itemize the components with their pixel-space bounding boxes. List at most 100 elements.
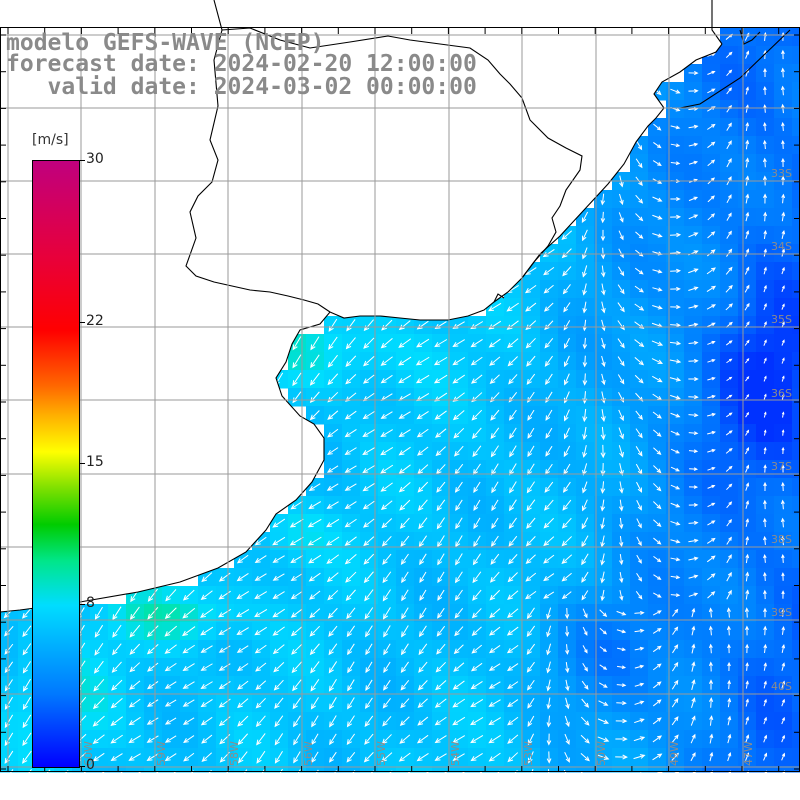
wind-arrow <box>470 735 484 744</box>
wind-arrow <box>436 517 445 530</box>
wind-arrow <box>380 411 393 419</box>
wind-arrow <box>362 447 376 456</box>
wind-arrow <box>418 625 427 638</box>
wind-arrow <box>727 697 732 708</box>
wind-arrow <box>237 698 249 709</box>
wind-arrow <box>581 499 588 512</box>
wind-arrow <box>218 680 231 690</box>
wind-arrow <box>128 735 141 744</box>
wind-arrow <box>452 680 465 690</box>
wind-arrow <box>417 716 429 726</box>
wind-arrow <box>745 643 749 654</box>
wind-arrow <box>688 196 699 202</box>
wind-cell <box>594 766 613 773</box>
lon-label: 56W <box>302 741 315 766</box>
wind-arrow <box>344 554 357 565</box>
wind-arrow <box>488 681 501 689</box>
wind-arrow <box>781 285 785 292</box>
wind-arrow <box>272 555 285 563</box>
wind-arrow <box>526 373 536 385</box>
wind-arrow <box>653 141 662 149</box>
wind-arrow <box>380 446 394 456</box>
wind-arrow <box>398 356 412 366</box>
wind-arrow <box>634 303 645 311</box>
wind-arrow <box>780 67 785 78</box>
wind-arrow <box>707 70 716 75</box>
wind-arrow <box>329 751 337 763</box>
wind-arrow <box>689 485 699 489</box>
wind-cell <box>792 532 800 551</box>
wind-arrow <box>582 426 588 441</box>
wind-arrow <box>780 535 785 546</box>
wind-arrow <box>508 554 518 565</box>
wind-arrow <box>345 355 357 367</box>
wind-arrow <box>92 697 105 710</box>
wind-cell <box>702 766 721 773</box>
wind-arrow <box>745 376 750 382</box>
wind-arrow <box>582 626 588 636</box>
wind-arrow <box>688 142 699 147</box>
wind-arrow <box>635 446 643 457</box>
wind-arrow <box>545 445 553 457</box>
wind-arrow <box>544 338 554 349</box>
wind-cell <box>414 766 433 773</box>
wind-arrow <box>256 750 266 764</box>
wind-arrow <box>129 643 141 655</box>
wind-arrow <box>745 553 750 564</box>
wind-arrow <box>599 664 608 670</box>
wind-arrow <box>581 211 589 223</box>
wind-arrow <box>580 753 590 762</box>
wind-arrow <box>763 553 767 563</box>
wind-arrow <box>164 699 177 707</box>
wind-arrow <box>506 644 519 654</box>
wind-arrow <box>471 608 482 619</box>
wind-arrow <box>580 734 590 744</box>
wind-arrow <box>326 465 339 473</box>
wind-arrow <box>146 681 159 690</box>
wind-arrow <box>781 339 785 346</box>
wind-arrow <box>507 572 518 583</box>
wind-arrow <box>582 373 588 386</box>
wind-arrow <box>780 103 785 114</box>
wind-arrow <box>400 679 410 691</box>
wind-arrow <box>601 337 606 350</box>
lat-label: 33S <box>771 167 792 180</box>
wind-arrow <box>781 429 785 436</box>
wind-arrow <box>725 465 733 472</box>
wind-arrow <box>745 500 750 509</box>
wind-arrow <box>672 644 679 654</box>
wind-arrow <box>400 698 410 709</box>
wind-arrow <box>670 268 682 274</box>
wind-arrow <box>363 770 374 781</box>
wind-arrow <box>669 359 682 364</box>
title-model: modelo GEFS-WAVE (NCEP) <box>6 30 325 56</box>
wind-arrow <box>653 465 662 474</box>
wind-arrow <box>706 304 716 310</box>
wind-arrow <box>707 502 716 508</box>
wind-arrow <box>507 681 519 690</box>
wind-arrow <box>582 283 587 296</box>
wind-arrow <box>326 483 339 491</box>
wind-arrow <box>399 517 410 529</box>
wind-arrow <box>725 430 733 436</box>
wind-cell <box>792 496 800 515</box>
wind-arrow <box>489 589 501 601</box>
wind-arrow <box>416 410 429 420</box>
lon-label: 60W <box>82 741 95 766</box>
wind-arrow <box>346 751 356 763</box>
wind-arrow <box>599 646 608 653</box>
wind-cell <box>288 766 307 773</box>
wind-arrow <box>146 625 159 638</box>
wind-arrow <box>362 482 375 492</box>
wind-arrow <box>582 408 588 423</box>
wind-cell <box>792 280 800 299</box>
wind-arrow <box>472 589 482 601</box>
wind-arrow <box>652 196 663 202</box>
wind-arrow <box>183 735 195 744</box>
wind-arrow <box>671 752 679 761</box>
wind-arrow <box>597 718 610 724</box>
wind-arrow <box>347 643 355 656</box>
wind-arrow <box>652 735 663 743</box>
wind-arrow <box>707 466 716 471</box>
wind-arrow <box>563 337 570 349</box>
